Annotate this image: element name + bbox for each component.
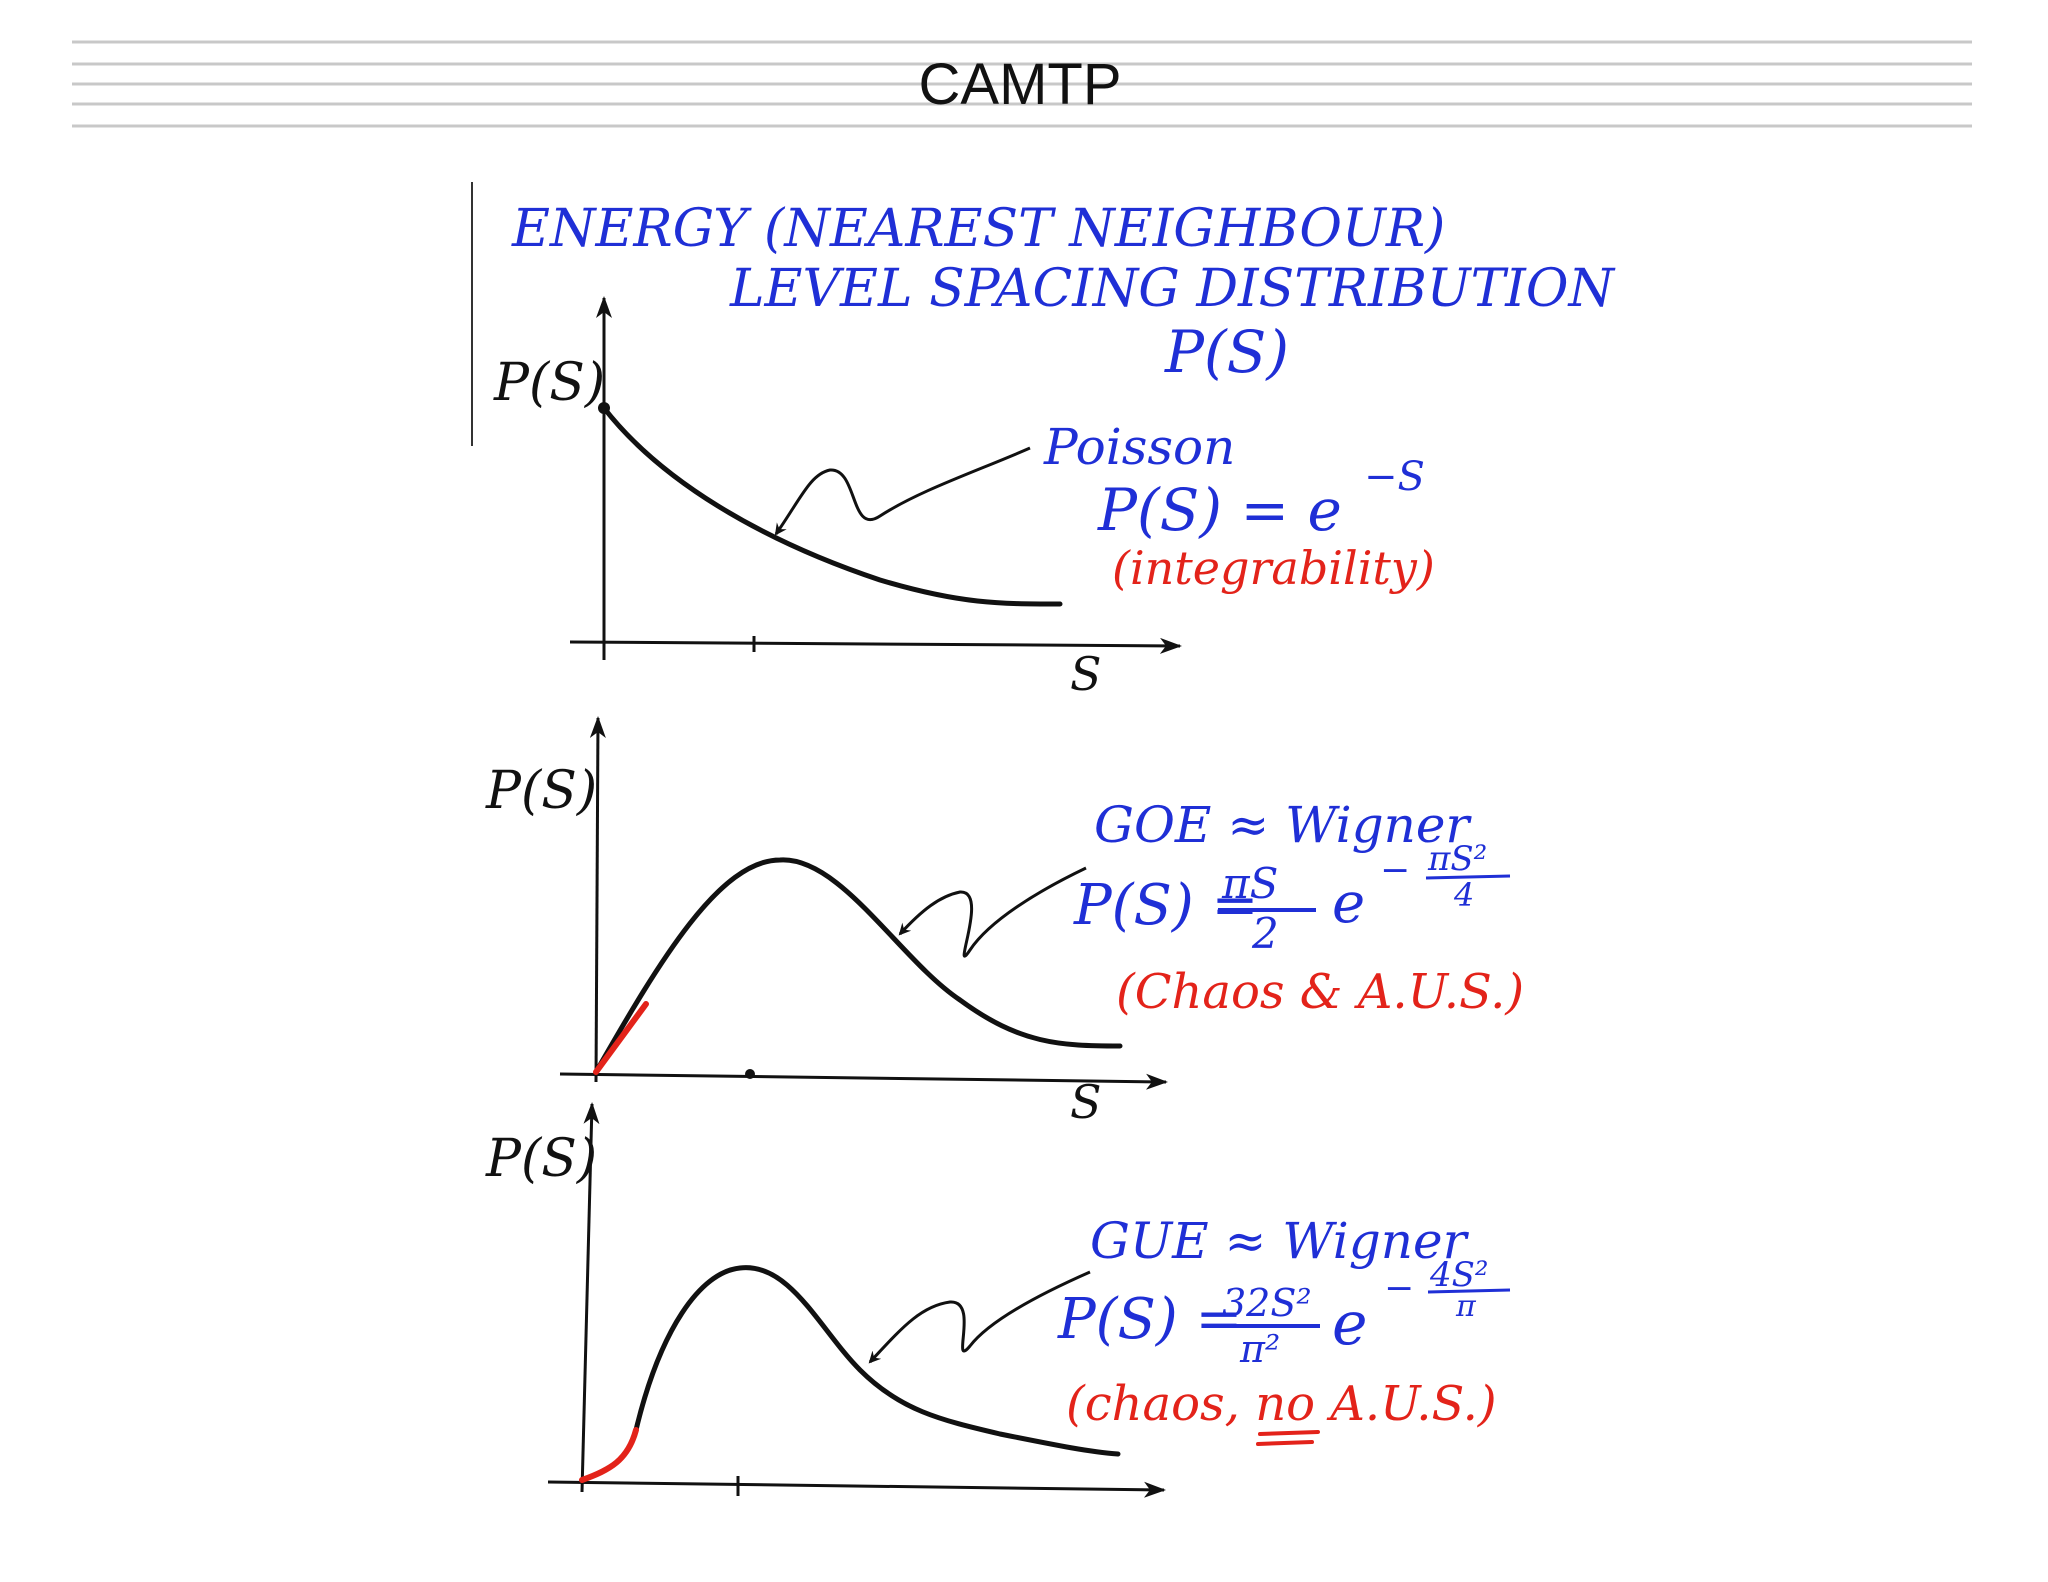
distribution-name: Poisson: [1043, 418, 1235, 476]
x-axis-label: S: [1070, 647, 1102, 701]
exponent-bar: [1425, 874, 1511, 880]
poisson-curve: [601, 405, 1063, 607]
header: CAMTP: [72, 40, 1972, 128]
header-rules: [72, 40, 1972, 128]
distribution-name: GOE ≈ Wigner: [1094, 796, 1472, 854]
heading-line-3: P(S): [1164, 318, 1289, 386]
gue-curve: [579, 1265, 1121, 1483]
x-axis: [559, 1072, 1168, 1090]
underline-stroke: [1258, 1430, 1320, 1436]
goe-linear-onset: [593, 1001, 649, 1075]
formula-numerator: 32S²: [1222, 1281, 1312, 1325]
panel-poisson: P(S) S Poisson P(S) = e −S (integrabilit…: [493, 296, 1435, 701]
y-axis-label: P(S): [493, 353, 605, 413]
formula-lhs: P(S) =: [1073, 873, 1258, 938]
formula-exponent: −S: [1364, 454, 1425, 500]
exponent-denominator: π: [1455, 1289, 1477, 1324]
header-title: CAMTP: [919, 52, 1122, 117]
exponent-sign: −: [1384, 1268, 1414, 1309]
gue-formula: P(S) = 32S² π² e − 4S² π: [1057, 1255, 1511, 1371]
regime-label: (integrability): [1112, 541, 1435, 595]
underline-stroke: [1256, 1440, 1314, 1446]
regime-emphasis: no: [1255, 1376, 1315, 1432]
goe-curve: [593, 857, 1123, 1075]
formula-e: e: [1332, 1289, 1368, 1359]
gue-quadratic-onset: [579, 1427, 639, 1483]
formula-numerator: πS: [1221, 859, 1278, 908]
pointer-arrow: [898, 866, 1087, 958]
heading: ENERGY (NEAREST NEIGHBOUR) LEVEL SPACING…: [511, 199, 1615, 386]
x-axis-label: S: [1070, 1075, 1102, 1129]
formula-lhs: P(S) = e: [1097, 476, 1342, 544]
heading-line-2: LEVEL SPACING DISTRIBUTION: [729, 259, 1615, 319]
heading-line-1: ENERGY (NEAREST NEIGHBOUR): [511, 199, 1445, 259]
pointer-arrow: [774, 446, 1031, 536]
x-axis: [569, 637, 1182, 654]
x-axis: [547, 1480, 1166, 1498]
y-axis-label: P(S): [485, 1129, 597, 1189]
formula-e: e: [1332, 871, 1365, 936]
x-tick: [745, 1069, 755, 1079]
regime-prefix: (chaos,: [1066, 1376, 1255, 1432]
formula-lhs: P(S) =: [1057, 1287, 1242, 1352]
y-axis: [589, 716, 606, 1083]
regime-label: (chaos, no A.U.S.): [1066, 1376, 1497, 1432]
exponent-denominator: 4: [1453, 876, 1474, 914]
exponent-sign: −: [1380, 850, 1410, 891]
formula-denominator: π²: [1239, 1327, 1280, 1371]
exponent-numerator: 4S²: [1429, 1255, 1489, 1295]
y-axis: [580, 1102, 600, 1493]
distribution-name: GUE ≈ Wigner: [1090, 1212, 1470, 1270]
y-axis-label: P(S): [485, 761, 597, 821]
formula-denominator: 2: [1251, 909, 1279, 958]
pointer-arrow: [868, 1270, 1091, 1364]
emphasis-underline: [1256, 1430, 1320, 1446]
exponent-bar: [1427, 1288, 1511, 1294]
goe-formula: P(S) = πS 2 e − πS² 4: [1073, 839, 1511, 958]
regime-label: (Chaos & A.U.S.): [1116, 964, 1524, 1020]
panel-goe: P(S) S GOE ≈ Wigner P(S) = πS 2 e − πS² …: [485, 716, 1524, 1129]
panel-gue: P(S) GUE ≈ Wigner P(S) = 32S² π² e − 4S²…: [485, 1102, 1511, 1498]
regime-suffix: A.U.S.): [1315, 1376, 1497, 1432]
exponent-numerator: πS²: [1427, 839, 1487, 879]
